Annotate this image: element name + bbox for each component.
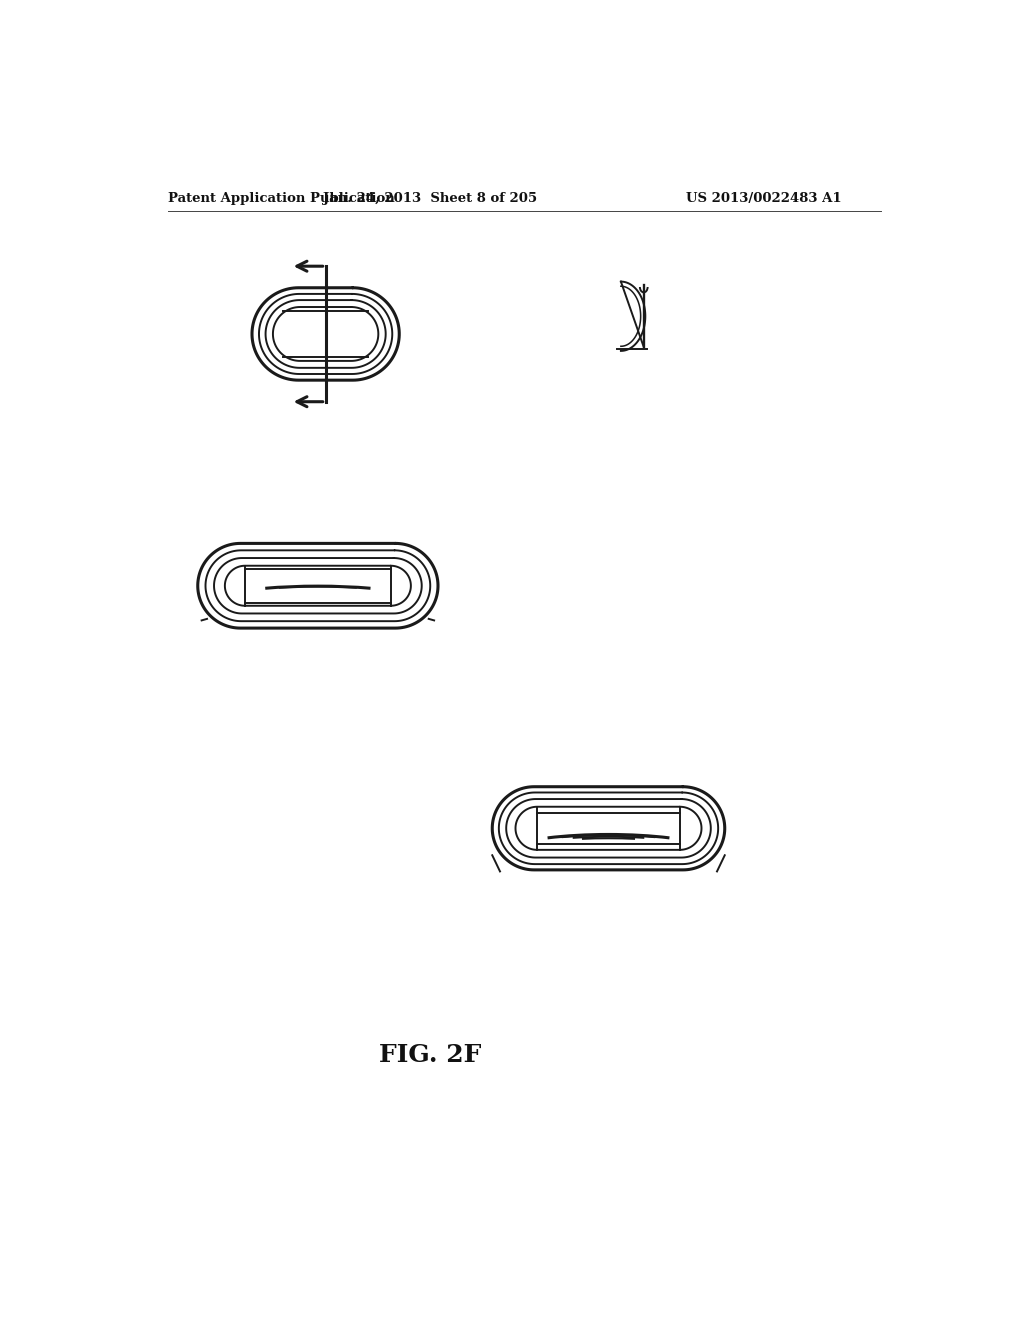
Text: Jan. 24, 2013  Sheet 8 of 205: Jan. 24, 2013 Sheet 8 of 205 — [324, 191, 538, 205]
Text: US 2013/0022483 A1: US 2013/0022483 A1 — [686, 191, 842, 205]
Text: Patent Application Publication: Patent Application Publication — [168, 191, 395, 205]
Text: FIG. 2F: FIG. 2F — [379, 1043, 481, 1068]
